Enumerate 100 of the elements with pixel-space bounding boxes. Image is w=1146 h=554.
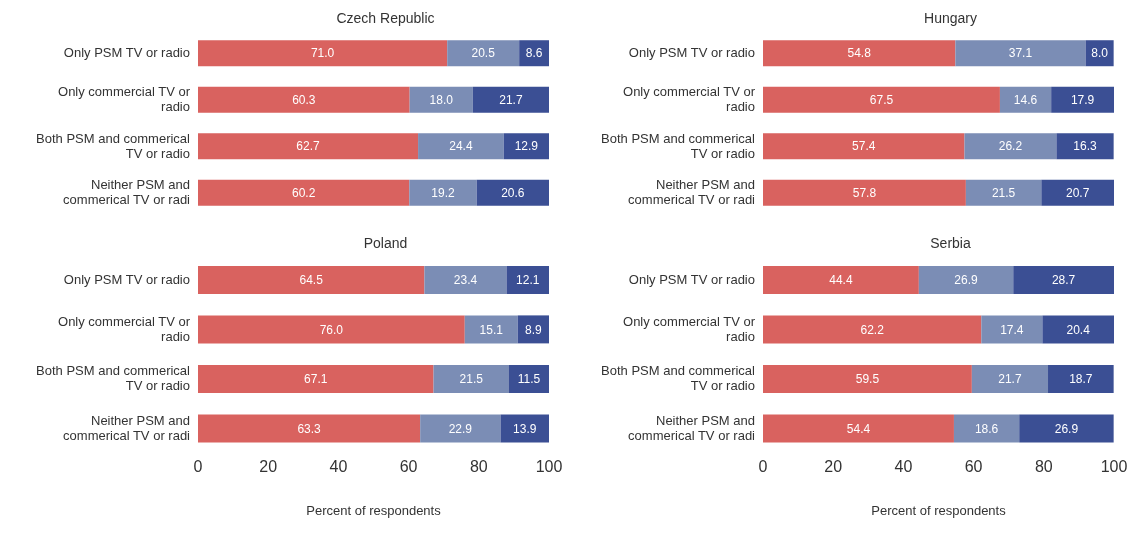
bar [433,364,509,393]
y-tick-label: Both PSM and commerical TV or radio [601,363,756,394]
bar [763,133,965,160]
data-label: 62.2 [860,322,885,337]
x-tick-label: 100 [1100,458,1128,476]
x-tick-label: 40 [894,458,913,476]
bar [1051,86,1114,113]
chart-title: Serbia [929,234,972,253]
y-tick-label: Neither PSM and commerical TV or radi [628,177,756,208]
bar [964,133,1057,160]
bar [476,179,549,206]
bar [198,414,421,443]
data-label: 54.4 [846,421,871,436]
bar [447,40,520,67]
bar [198,179,410,206]
bar [198,40,448,67]
data-label: 54.8 [847,46,872,61]
bar [409,179,477,206]
data-label: 11.5 [517,372,541,387]
data-label: 22.9 [448,421,473,436]
data-label: 16.3 [1073,139,1098,154]
data-label: 64.5 [299,273,324,288]
bar [198,133,419,160]
data-label: 37.1 [1008,46,1033,61]
y-tick-label: Only commercial TV or radio [623,313,756,344]
bar [763,364,972,393]
bar [763,86,1000,113]
bar [763,40,956,67]
data-label: 57.4 [852,139,876,154]
data-label: 26.2 [998,139,1023,154]
bar [1019,414,1114,443]
bar [508,364,549,393]
y-tick-label: Both PSM and commerical TV or radio [601,130,756,161]
bar [953,414,1020,443]
y-tick-label: Neither PSM and commerical TV or radi [63,412,191,443]
bar [464,315,518,344]
data-label: 20.5 [471,46,496,61]
bar [503,133,549,160]
data-label: 67.5 [869,92,894,107]
bar [763,315,982,344]
data-label: 17.4 [1000,322,1024,337]
data-label: 15.1 [479,322,504,337]
y-tick-label: Only commercial TV or radio [623,84,756,115]
x-tick-label: 20 [824,458,843,476]
y-tick-label: Only PSM TV or radio [63,271,190,287]
bar [198,86,410,113]
x-axis-title: Percent of respondents [871,503,1007,518]
data-label: 12.9 [514,139,539,154]
bar [424,265,507,294]
bar [500,414,549,443]
data-label: 60.2 [291,185,316,200]
bar [1056,133,1114,160]
data-label: 76.0 [319,322,344,337]
bar [965,179,1042,206]
data-label: 20.7 [1065,185,1090,200]
data-label: 20.4 [1066,322,1091,337]
bar [763,265,919,294]
data-label: 62.7 [296,139,321,154]
data-label: 44.4 [829,273,853,288]
bar [418,133,504,160]
y-tick-label: Neither PSM and commerical TV or radi [63,177,191,208]
y-tick-label: Only commercial TV or radio [58,84,191,115]
bar [198,315,465,344]
bar [1013,265,1114,294]
bar [472,86,549,113]
data-label: 20.6 [501,185,525,200]
x-axis-title: Percent of respondents [306,503,442,518]
data-label: 12.1 [516,273,540,288]
bar [999,86,1052,113]
bar [981,315,1043,344]
x-tick-label: 0 [758,458,768,476]
bar [1041,179,1114,206]
data-label: 8.0 [1091,46,1109,61]
data-label: 26.9 [1054,421,1079,436]
bar [420,414,501,443]
data-label: 8.6 [525,46,543,61]
data-label: 19.2 [431,185,455,200]
y-tick-label: Only PSM TV or radio [628,45,755,61]
x-tick-label: 20 [259,458,278,476]
y-tick-label: Neither PSM and commerical TV or radi [628,412,756,443]
data-label: 24.4 [449,139,473,154]
y-tick-label: Both PSM and commerical TV or radio [36,130,191,161]
data-label: 59.5 [855,372,880,387]
chart-title: Czech Republic [335,9,436,28]
bar [1048,364,1114,393]
bar [763,179,966,206]
data-label: 21.5 [459,372,484,387]
chart-title: Hungary [923,9,978,28]
bar [918,265,1014,294]
data-label: 17.9 [1070,92,1095,107]
data-label: 18.7 [1069,372,1093,387]
x-tick-label: 40 [329,458,348,476]
data-label: 63.3 [297,421,322,436]
data-label: 21.7 [499,92,523,107]
y-tick-label: Only PSM TV or radio [63,45,190,61]
y-tick-label: Both PSM and commerical TV or radio [36,363,191,394]
bar [506,265,549,294]
data-label: 23.4 [453,273,478,288]
data-label: 14.6 [1013,92,1038,107]
data-label: 21.7 [998,372,1022,387]
